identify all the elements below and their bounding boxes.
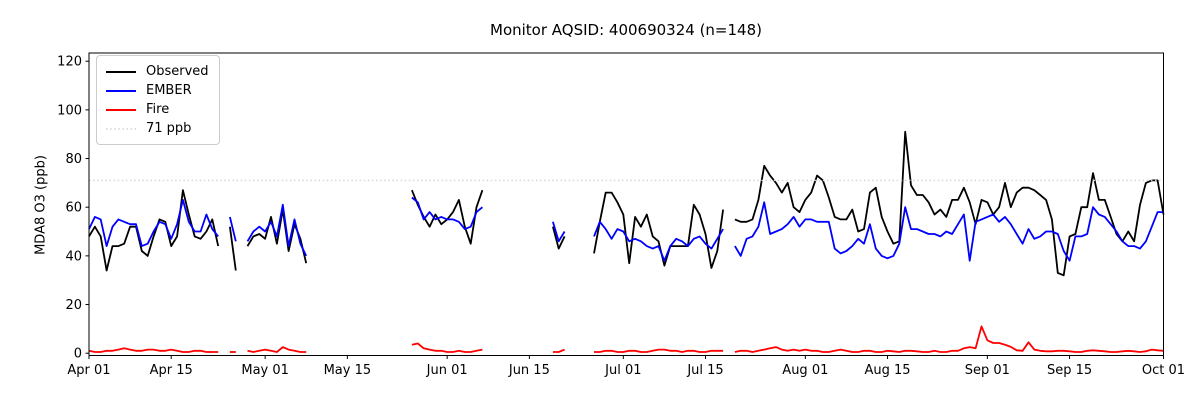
legend-row-observed: Observed bbox=[105, 62, 209, 81]
fire-line-segment bbox=[594, 348, 724, 353]
observed-line-sample-icon bbox=[106, 70, 136, 73]
x-tick-label: Aug 01 bbox=[782, 363, 828, 378]
observed-line-segment bbox=[88, 189, 220, 272]
fire-line-sample-icon bbox=[106, 108, 136, 111]
legend-label-observed: Observed bbox=[146, 64, 209, 79]
fire-line-segment bbox=[247, 346, 307, 353]
y-axis-label: MDA8 O3 (ppb) bbox=[33, 155, 49, 255]
x-tick-label: Jul 15 bbox=[686, 363, 723, 378]
axes-spines bbox=[88, 52, 1164, 356]
legend-row-ember: EMBER bbox=[105, 81, 209, 100]
x-tick-label: Jun 15 bbox=[508, 363, 550, 378]
y-tick-label: 80 bbox=[65, 152, 82, 167]
ember-line-segment bbox=[88, 198, 219, 248]
ember-line-segment bbox=[593, 220, 724, 262]
ember-line-segment bbox=[734, 201, 1164, 262]
observed-line-segment bbox=[734, 130, 1165, 277]
x-tick-label: May 01 bbox=[241, 363, 289, 378]
chart-title: Monitor AQSID: 400690324 (n=148) bbox=[490, 21, 762, 39]
threshold-line-sample-icon bbox=[106, 127, 136, 130]
x-tick-label: Sep 15 bbox=[1047, 363, 1092, 378]
fire-line-segment bbox=[734, 325, 1164, 353]
ember-line-segment bbox=[246, 203, 308, 257]
x-tick-label: May 15 bbox=[324, 363, 372, 378]
observed-line-segment bbox=[229, 226, 237, 271]
ember-line-segment bbox=[552, 221, 566, 243]
y-tick-label: 100 bbox=[57, 103, 82, 118]
ember-line-sample-icon bbox=[106, 89, 136, 92]
y-tick-label: 40 bbox=[65, 249, 82, 264]
legend-label-threshold: 71 ppb bbox=[146, 121, 192, 136]
x-tick-label: Sep 01 bbox=[965, 363, 1010, 378]
ember-line-segment bbox=[411, 196, 483, 231]
ember-line-segment bbox=[229, 216, 237, 242]
fire-line-segment bbox=[552, 348, 565, 353]
legend-row-fire: Fire bbox=[105, 100, 209, 119]
legend-label-ember: EMBER bbox=[146, 83, 192, 98]
x-tick-label: Oct 01 bbox=[1142, 363, 1185, 378]
observed-line-segment bbox=[593, 191, 724, 269]
legend-label-fire: Fire bbox=[146, 102, 170, 117]
x-tick-label: Aug 15 bbox=[865, 363, 911, 378]
y-tick-label: 0 bbox=[74, 347, 82, 362]
x-tick-label: Jul 01 bbox=[604, 363, 641, 378]
x-tick-label: Apr 01 bbox=[67, 363, 110, 378]
legend: Observed EMBER Fire 71 ppb bbox=[96, 55, 220, 145]
legend-row-threshold: 71 ppb bbox=[105, 119, 209, 138]
observed-line-segment bbox=[552, 226, 566, 250]
x-tick-label: Apr 15 bbox=[150, 363, 193, 378]
fire-line-segment bbox=[88, 347, 219, 353]
y-tick-label: 60 bbox=[65, 201, 82, 216]
y-tick-label: 20 bbox=[65, 298, 82, 313]
fire-line-segment bbox=[411, 342, 483, 353]
x-tick-label: Jun 01 bbox=[426, 363, 468, 378]
y-tick-label: 120 bbox=[57, 55, 82, 70]
